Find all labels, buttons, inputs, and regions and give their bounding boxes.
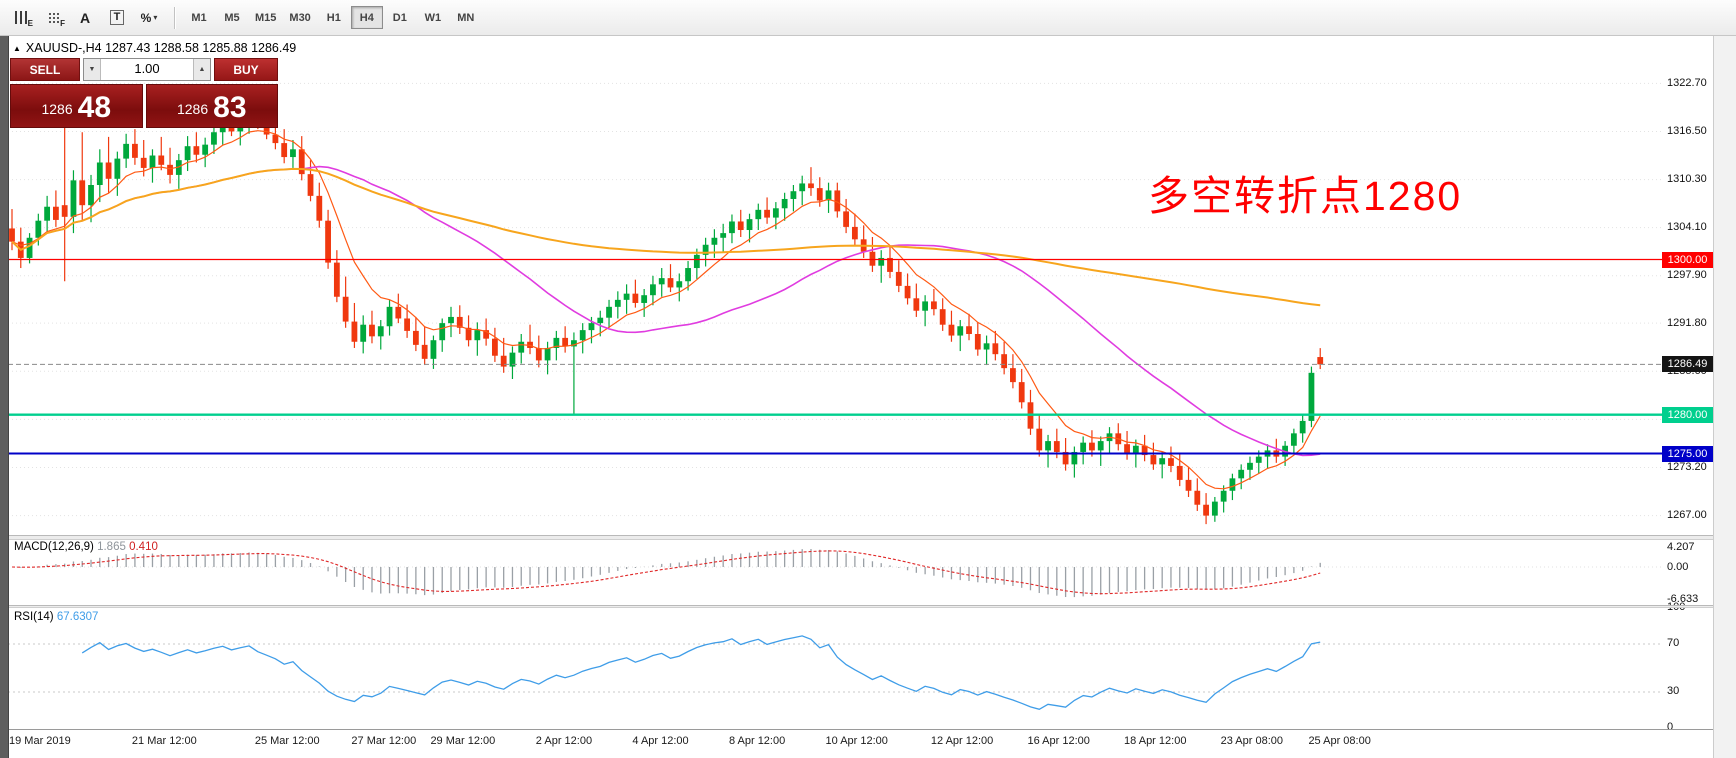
chart-ohlc-header: ▲ XAUUSD-,H4 1287.43 1288.58 1285.88 128… <box>13 41 296 55</box>
price-axis[interactable]: 1322.70 1316.50 1310.30 1304.10 1297.90 1291.… <box>1662 36 1713 733</box>
macd-axis-label: 4.207 <box>1667 541 1695 554</box>
time-axis-label: 19 Mar 2019 <box>9 735 71 747</box>
buy-button[interactable]: BUY <box>214 58 278 81</box>
timeframe-button-h4[interactable]: H4 <box>350 6 383 29</box>
time-axis-label: 10 Apr 12:00 <box>825 735 888 747</box>
time-axis-label: 8 Apr 12:00 <box>728 735 786 747</box>
timeframe-button-h1[interactable]: H1 <box>318 6 350 29</box>
toolbar: E F A T % ▾ M1 M5 M15 M30 H1 H4 D1 W1 MN <box>0 0 1736 36</box>
price-axis-label: 1322.70 <box>1667 76 1707 89</box>
macd-axis-label: 0.00 <box>1667 561 1689 573</box>
time-axis[interactable]: 19 Mar 2019 21 Mar 12:00 25 Mar 12:00 27 Ma… <box>0 729 1736 758</box>
chart-window: 1322.70 1316.50 1310.30 1304.10 1297.90 1291.… <box>0 36 1736 758</box>
rsi-axis-label: 0 <box>1667 721 1674 733</box>
macd-label: MACD(12,26,9) 1.865 0.410 <box>14 541 158 553</box>
label-tool-icon: T <box>109 10 125 25</box>
buy-price-box[interactable]: 1286 83 <box>145 84 278 128</box>
toolbar-separator <box>174 6 175 29</box>
percent-icon: % <box>140 10 152 25</box>
buy-price-main: 1286 <box>176 101 209 117</box>
macd-canvas[interactable] <box>8 540 1662 605</box>
time-axis-label: 23 Apr 08:00 <box>1220 735 1284 747</box>
timeframe-button-m15[interactable]: M15 <box>249 6 282 29</box>
time-axis-label: 29 Mar 12:00 <box>430 735 496 747</box>
volume-up-button[interactable]: ▲ <box>193 59 210 80</box>
time-axis-label: 21 Mar 12:00 <box>131 735 197 747</box>
grid-tool-button[interactable]: F <box>38 5 68 30</box>
price-axis-label: 1297.90 <box>1667 269 1707 282</box>
one-click-trading-panel: SELL ▼ 1.00 ▲ BUY 1286 48 1286 83 <box>10 58 278 128</box>
bar-chart-icon <box>14 11 28 24</box>
ohlc-text: XAUUSD-,H4 1287.43 1288.58 1285.88 1286.… <box>25 41 297 55</box>
trade-panel-price-row: 1286 48 1286 83 <box>10 84 278 128</box>
buy-price-pips: 83 <box>213 91 247 124</box>
time-axis-label: 18 Apr 12:00 <box>1124 735 1187 747</box>
caret-down-icon: ▾ <box>153 13 158 22</box>
price-badge-1280.00: 1280.00 <box>1662 406 1713 423</box>
time-axis-label: 12 Apr 12:00 <box>930 735 994 747</box>
price-axis-label: 1310.30 <box>1667 173 1707 186</box>
timeframe-button-mn[interactable]: MN <box>450 6 482 29</box>
timeframe-button-m1[interactable]: M1 <box>183 6 215 29</box>
grid-icon <box>46 11 60 24</box>
rsi-name: RSI(14) <box>14 611 54 623</box>
time-axis-label: 16 Apr 12:00 <box>1027 735 1090 747</box>
time-axis-label: 25 Apr 08:00 <box>1308 735 1371 747</box>
candle-chart-tool-button[interactable]: E <box>6 5 36 30</box>
macd-rsi-splitter[interactable] <box>8 605 1736 608</box>
rsi-axis-label: 30 <box>1667 685 1680 697</box>
price-axis-label: 1273.20 <box>1667 460 1707 473</box>
timeframe-group: M1 M5 M15 M30 H1 H4 D1 W1 MN <box>183 6 482 29</box>
trade-panel-top-row: SELL ▼ 1.00 ▲ BUY <box>10 58 278 81</box>
rsi-label: RSI(14) 67.6307 <box>14 611 98 623</box>
text-tool-icon: A <box>79 9 91 26</box>
price-axis-label: 1291.80 <box>1667 316 1707 329</box>
price-axis-label: 1267.00 <box>1667 509 1707 522</box>
annotation-text: 多空转折点1280 <box>1148 173 1463 219</box>
percent-tool-button[interactable]: % ▾ <box>134 5 164 30</box>
time-axis-label: 2 Apr 12:00 <box>535 735 593 747</box>
right-edge-strip <box>1713 36 1736 758</box>
rsi-axis-label: 70 <box>1667 637 1680 649</box>
macd-axis-label: -6.633 <box>1667 592 1699 605</box>
price-axis-label: 1304.10 <box>1667 221 1707 234</box>
tool-sub-label-e: E <box>27 19 33 28</box>
time-axis-label: 27 Mar 12:00 <box>351 735 417 747</box>
rsi-value: 67.6307 <box>56 611 99 623</box>
time-axis-label: 4 Apr 12:00 <box>632 735 689 747</box>
timeframe-button-w1[interactable]: W1 <box>417 6 449 29</box>
timeframe-button-m5[interactable]: M5 <box>216 6 248 29</box>
text-tool-button[interactable]: A <box>70 5 100 30</box>
label-tool-button[interactable]: T <box>102 5 132 30</box>
timeframe-button-d1[interactable]: D1 <box>384 6 416 29</box>
price-axis-label: 1316.50 <box>1667 124 1707 137</box>
macd-name: MACD(12,26,9) <box>14 541 94 553</box>
sell-price-main: 1286 <box>41 101 73 117</box>
volume-value[interactable]: 1.00 <box>134 61 160 76</box>
volume-dropdown-button[interactable]: ▼ <box>84 59 101 80</box>
price-badge-1286.49: 1286.49 <box>1662 356 1713 373</box>
collapse-triangle-icon[interactable]: ▲ <box>13 43 21 53</box>
price-chart-canvas[interactable] <box>8 36 1662 535</box>
sell-price-box[interactable]: 1286 48 <box>10 84 143 128</box>
left-edge-strip <box>0 36 9 758</box>
sell-price-pips: 48 <box>77 91 112 124</box>
chart-macd-splitter[interactable] <box>8 535 1736 540</box>
timeframe-button-m30[interactable]: M30 <box>283 6 316 29</box>
macd-main-value: 1.865 <box>97 541 126 553</box>
rsi-canvas[interactable] <box>8 608 1662 729</box>
time-axis-label: 25 Mar 12:00 <box>254 735 320 747</box>
macd-signal-value: 0.410 <box>129 541 158 553</box>
price-badge-1275.00: 1275.00 <box>1662 445 1713 462</box>
volume-control: ▼ 1.00 ▲ <box>83 58 211 81</box>
tool-sub-label-f: F <box>60 19 65 28</box>
price-badge-1300.00: 1300.00 <box>1662 251 1713 268</box>
sell-button[interactable]: SELL <box>10 58 80 81</box>
